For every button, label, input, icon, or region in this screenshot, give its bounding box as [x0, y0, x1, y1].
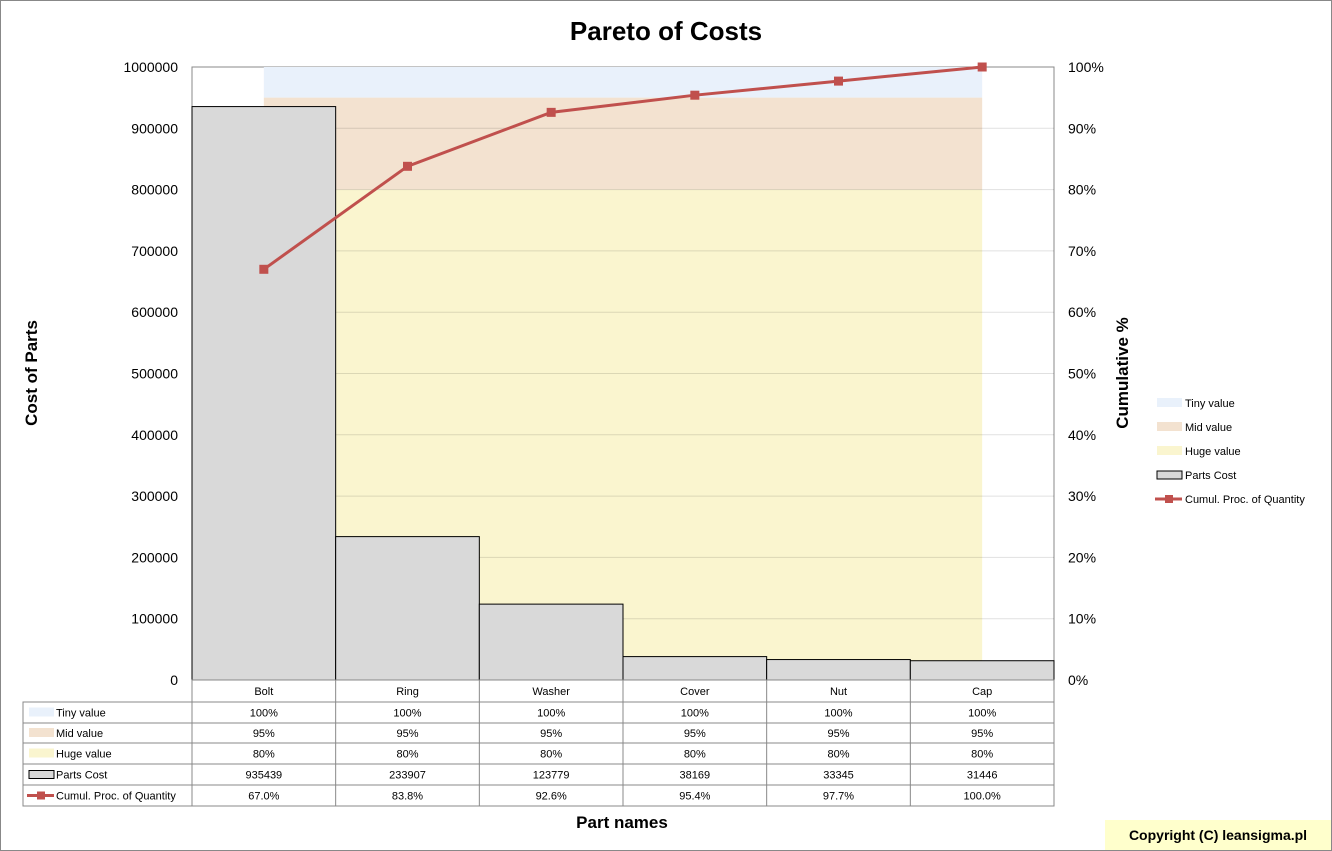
cumulative-point [403, 161, 412, 171]
cumulative-point [977, 62, 987, 72]
y2-axis-title: Cumulative % [1113, 317, 1132, 428]
table-cell: 100% [393, 708, 421, 720]
table-cell: 95% [684, 728, 706, 740]
y2-tick-label: 80% [1068, 182, 1096, 198]
bar-nut [766, 659, 911, 681]
legend-key [1157, 422, 1182, 431]
table-cell: 95% [971, 728, 993, 740]
category-label: Washer [532, 686, 570, 698]
table-legend-key [28, 770, 55, 779]
y2-tick-label: 70% [1068, 243, 1096, 259]
legend-label: Parts Cost [1185, 470, 1236, 482]
category-label: Cap [972, 686, 992, 698]
table-row-label: Tiny value [56, 708, 106, 720]
table-cell: 92.6% [536, 791, 567, 803]
legend-label: Cumul. Proc. of Quantity [1185, 494, 1305, 506]
table-cell: 95% [540, 728, 562, 740]
legend-key [1156, 470, 1183, 480]
table-cell: 80% [971, 749, 993, 761]
bar-ring [335, 536, 480, 681]
category-label: Nut [830, 686, 847, 698]
category-label: Ring [396, 686, 419, 698]
y-tick-label: 100000 [131, 611, 178, 627]
x-axis-title: Part names [576, 813, 668, 832]
y-tick-label: 500000 [131, 366, 178, 382]
table-row-label: Mid value [56, 728, 103, 740]
table-cell: 80% [253, 749, 275, 761]
y-tick-label: 700000 [131, 243, 178, 259]
y2-tick-label: 40% [1068, 427, 1096, 443]
table-cell: 38169 [680, 770, 711, 782]
cumulative-point [834, 76, 843, 86]
category-label: Bolt [254, 686, 273, 698]
table-cell: 100% [968, 708, 996, 720]
y-tick-label: 400000 [131, 427, 178, 443]
bar-cover [622, 656, 768, 681]
chart-title: Pareto of Costs [570, 16, 762, 46]
y-axis-title: Cost of Parts [22, 320, 41, 426]
table-cell: 67.0% [248, 791, 279, 803]
legend-label: Tiny value [1185, 398, 1235, 410]
y-tick-label: 200000 [131, 549, 178, 565]
bar-cap [909, 660, 1055, 681]
table-cell: 100.0% [964, 791, 1002, 803]
table-legend-key [29, 707, 54, 717]
table-cell: 80% [540, 749, 562, 761]
table-cell: 935439 [245, 770, 282, 782]
cumulative-point [259, 264, 269, 274]
cumulative-point [546, 107, 556, 117]
legend-key [1157, 398, 1182, 407]
y-tick-label: 800000 [131, 182, 178, 198]
table-cell: 80% [684, 749, 706, 761]
bar-bolt [191, 106, 337, 681]
table-cell: 80% [827, 749, 849, 761]
cumulative-point [690, 90, 700, 100]
y2-tick-label: 0% [1068, 672, 1088, 688]
table-row-label: Huge value [56, 749, 112, 761]
legend-key [1157, 446, 1182, 455]
table-cell: 33345 [823, 770, 854, 782]
table-cell: 123779 [533, 770, 570, 782]
copyright-label: Copyright (C) leansigma.pl [1105, 820, 1331, 850]
table-legend-key-marker [37, 791, 45, 800]
table-row-label: Parts Cost [56, 770, 107, 782]
table-cell: 95% [396, 728, 418, 740]
table-cell: 80% [396, 749, 418, 761]
table-cell: 95% [827, 728, 849, 740]
table-cell: 100% [250, 708, 278, 720]
table-cell: 97.7% [823, 791, 854, 803]
table-legend-key [29, 748, 54, 758]
y-tick-label: 600000 [131, 304, 178, 320]
table-row-label: Cumul. Proc. of Quantity [56, 791, 176, 803]
legend-label: Huge value [1185, 446, 1241, 458]
y2-tick-label: 90% [1068, 120, 1096, 136]
table-cell: 100% [537, 708, 565, 720]
cumulative-line [262, 65, 983, 271]
table-cell: 83.8% [392, 791, 423, 803]
table-cell: 100% [824, 708, 852, 720]
table-cell: 95% [253, 728, 275, 740]
y-tick-label: 1000000 [123, 59, 178, 75]
band-tiny-value [263, 67, 983, 98]
table-legend-key [29, 728, 54, 737]
category-label: Cover [680, 686, 710, 698]
table-cell: 100% [681, 708, 709, 720]
table-cell: 95.4% [679, 791, 710, 803]
y2-tick-label: 60% [1068, 304, 1096, 320]
y2-tick-label: 20% [1068, 549, 1096, 565]
table-cell: 233907 [389, 770, 426, 782]
band-mid-value [263, 97, 983, 190]
y2-tick-label: 30% [1068, 488, 1096, 504]
bar-washer [478, 603, 624, 681]
y2-tick-label: 50% [1068, 366, 1096, 382]
legend-label: Mid value [1185, 422, 1232, 434]
legend-key-marker [1165, 495, 1173, 503]
y2-tick-label: 10% [1068, 611, 1096, 627]
y-tick-label: 900000 [131, 120, 178, 136]
y2-tick-label: 100% [1068, 59, 1104, 75]
y-tick-label: 300000 [131, 488, 178, 504]
table-cell: 31446 [967, 770, 998, 782]
y-tick-label: 0 [170, 672, 178, 688]
